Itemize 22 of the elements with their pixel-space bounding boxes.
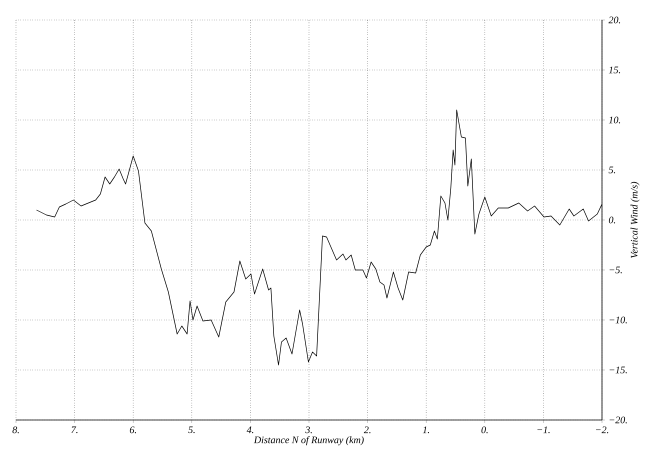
y-tick-label: −20. <box>610 416 627 424</box>
x-tick-label: −2. <box>596 426 608 434</box>
x-tick-label: 3. <box>305 426 312 434</box>
x-tick-label: 7. <box>71 426 78 434</box>
x-tick-label: 8. <box>12 426 19 434</box>
x-tick-label: 0. <box>481 426 488 434</box>
y-tick-label: 15. <box>608 66 620 74</box>
y-tick-label: 5. <box>608 166 616 174</box>
y-tick-label: −15. <box>610 366 627 374</box>
y-tick-label: 0. <box>608 216 616 224</box>
x-tick-label: 1. <box>422 426 430 434</box>
x-tick-label: 6. <box>130 426 136 434</box>
y-axis-title: Vertical Wind (m/s) <box>630 182 640 258</box>
y-tick-label: −5. <box>610 266 622 274</box>
x-tick-label: 5. <box>188 426 195 434</box>
x-tick-label: 4. <box>246 426 254 434</box>
x-axis-title: Distance N of Runway (km) <box>254 436 364 446</box>
y-tick-label: 20. <box>608 16 620 24</box>
x-tick-label: 2. <box>364 426 370 434</box>
x-tick-label: −1. <box>537 426 550 434</box>
y-tick-label: 10. <box>608 116 620 124</box>
y-tick-label: −10. <box>610 316 627 324</box>
